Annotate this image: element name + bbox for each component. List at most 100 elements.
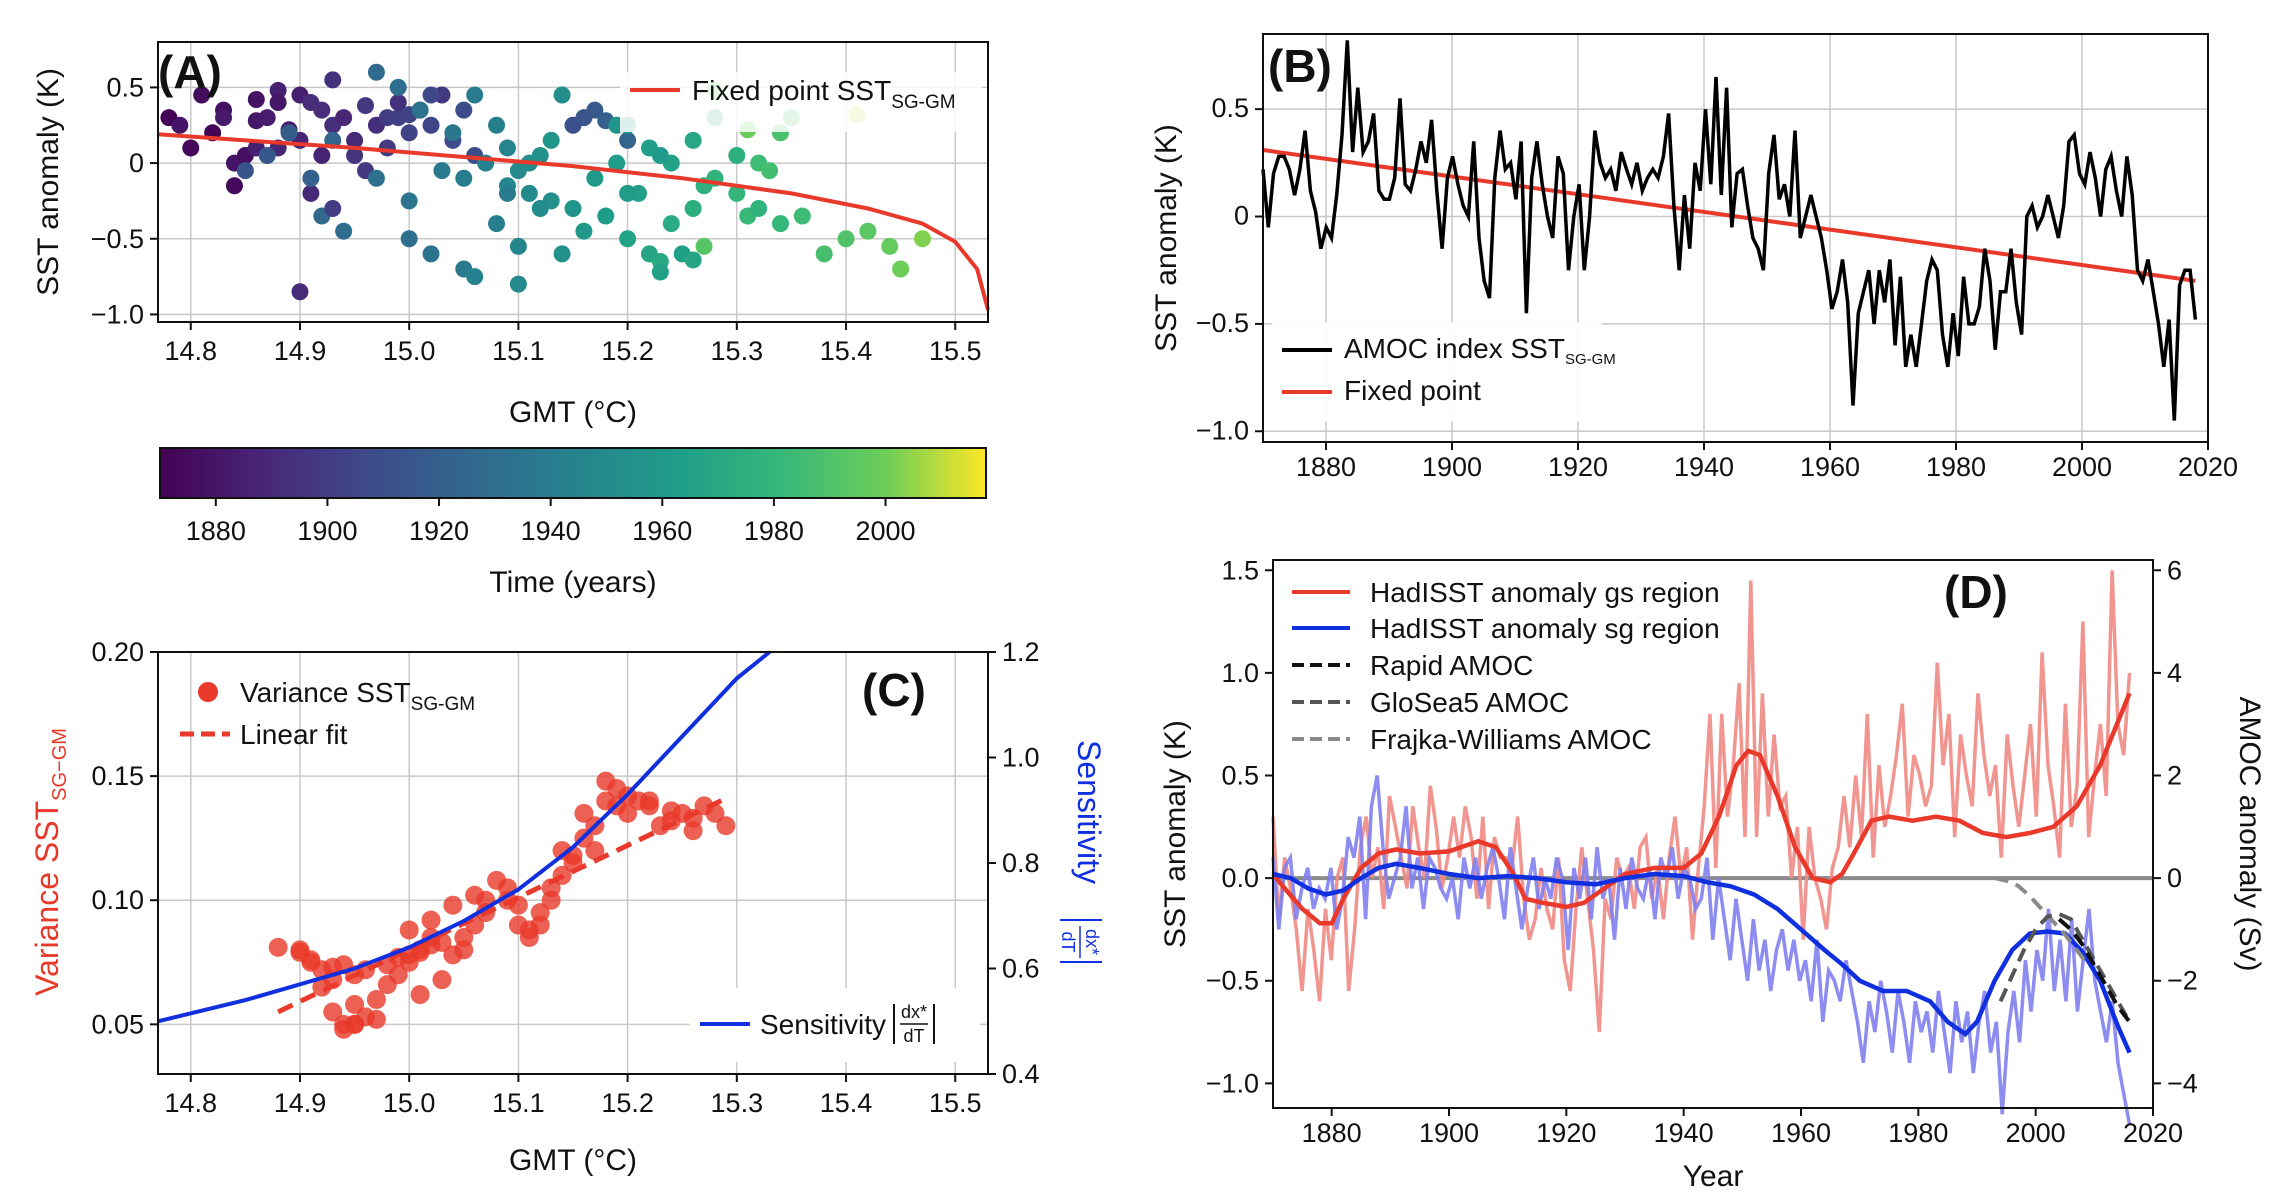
c-sensitivity-curve [157,650,771,1024]
b-ylabel: SST anomaly (K) [1150,124,1183,352]
colorbar-tick-label: 1920 [409,516,469,546]
a-scatter-point [728,184,746,202]
d-gs-raw-line [1271,570,2132,1033]
a-scatter-point [389,94,407,112]
c-variance-point [585,841,605,861]
a-scatter-point [247,91,265,109]
a-scatter-point [346,147,364,165]
c-y2label-frac-den: dT [1058,931,1078,952]
c-legend-frac-den: dT [903,1026,924,1046]
a-scatter-point [367,169,385,187]
d-plot-frame [1272,559,2154,1109]
c-variance-point [465,885,485,905]
a-scatter-point [662,215,680,233]
b-legend-amoc: AMOC index SSTSG-GM [1344,333,1616,368]
c-legend-fraction: dx* dT [893,1002,935,1046]
a-panel-label: (A) [158,46,222,98]
a-scatter-point [302,169,320,187]
a-scatter-point [335,222,353,240]
d-sg-smooth-line [1272,861,2132,1054]
c-tick-label-y2: 0.6 [1002,954,1040,984]
d-tick-label-x: 1980 [1888,1118,1948,1148]
b-tick-label-x: 1900 [1422,452,1482,482]
b-panel-label: (B) [1268,40,1332,92]
d-legend-gs: HadISST anomaly gs region [1370,577,1720,608]
a-scatter-point [488,116,506,134]
b-tick-label-x: 1920 [1548,452,1608,482]
a-scatter-point [313,147,331,165]
a-scatter-point [586,101,604,119]
d-tick-label-x: 2020 [2123,1118,2183,1148]
colorbar-tick-label: 1900 [297,516,357,546]
a-scatter-point [575,222,593,240]
d-legend-sg: HadISST anomaly sg region [1370,613,1720,644]
a-scatter-point [324,71,342,89]
c-variance-points [268,771,736,1039]
a-scatter-point [455,169,473,187]
a-scatter-point [859,222,877,240]
d-legend: HadISST anomaly gs region HadISST anomal… [1292,577,1720,755]
a-scatter-point [651,263,669,281]
a-scatter-point [509,275,527,293]
d-legend-glosea: GloSea5 AMOC [1370,687,1569,718]
d-tick-label-x: 2000 [2006,1118,2066,1148]
colorbar-label: Time (years) [489,566,656,599]
b-tick-label-x: 2020 [2178,452,2238,482]
c-tick-label-x: 15.5 [929,1088,982,1118]
c-tick-label-y2: 1.0 [1002,743,1040,773]
c-variance-point [366,990,386,1010]
a-scatter-point [892,260,910,278]
a-plot-frame [157,41,989,323]
d-tick-label-x: 1940 [1654,1118,1714,1148]
a-scatter-point [302,94,320,112]
c-y2label-frac-num: dx* [1082,929,1102,955]
b-tick-label-x: 1880 [1296,452,1356,482]
a-scatter-point [378,139,396,157]
a-scatter-point [422,86,440,104]
c-legend-marker-variance [198,682,218,702]
a-scatter-point [422,245,440,263]
a-scatter-point [422,116,440,134]
a-tick-label-x: 14.9 [274,336,327,366]
a-scatter-point [269,94,287,112]
a-tick-label-y: 0 [129,148,144,178]
c-linear-fit [277,796,727,1015]
d-tick-label-x: 1880 [1302,1118,1362,1148]
a-scatter-point [520,184,538,202]
a-scatter-point [466,268,484,286]
c-tick-label-x: 15.4 [820,1088,873,1118]
a-ylabel: SST anomaly (K) [32,68,65,296]
a-scatter-point [597,207,615,225]
a-scatter-point [182,139,200,157]
c-legend-sensitivity: Sensitivity [760,1009,886,1040]
a-scatter-point [793,207,811,225]
a-scatter-point [619,230,637,248]
a-scatter-point [258,109,276,127]
c-variance-point [661,801,681,821]
a-scatter-point [411,101,429,119]
panel-b: 1880 1900 1920 1940 1960 1980 2000 2020 0.5 0 −0.5… [1150,33,2238,482]
d-y2label: AMOC anomaly (Sv) [2233,696,2266,971]
a-scatter-point [400,124,418,142]
colorbar-tick-label: 2000 [856,516,916,546]
colorbar-tick-label: 1960 [632,516,692,546]
c-variance-point [432,970,452,990]
c-variance-point [639,791,659,811]
c-variance-point [290,940,310,960]
a-scatter-point [531,199,549,217]
a-fixed-point-curve [157,132,990,311]
c-variance-point [323,1002,343,1022]
colorbar-tick-label: 1940 [521,516,581,546]
colorbar-ticks: 1880 1900 1920 1940 1960 1980 2000 [186,498,916,546]
b-tick-label-x: 1960 [1800,452,1860,482]
d-tick-label-y2: 6 [2167,555,2182,585]
a-tick-label-x: 15.1 [492,336,545,366]
c-tick-label-y2: 0.8 [1002,848,1040,878]
a-scatter-point [564,199,582,217]
a-scatter-point [433,162,451,180]
b-legend-box [1272,322,1602,422]
a-scatter-point [324,199,342,217]
a-scatter-point [389,78,407,96]
a-legend-label: Fixed point SSTSG-GM [692,75,956,113]
